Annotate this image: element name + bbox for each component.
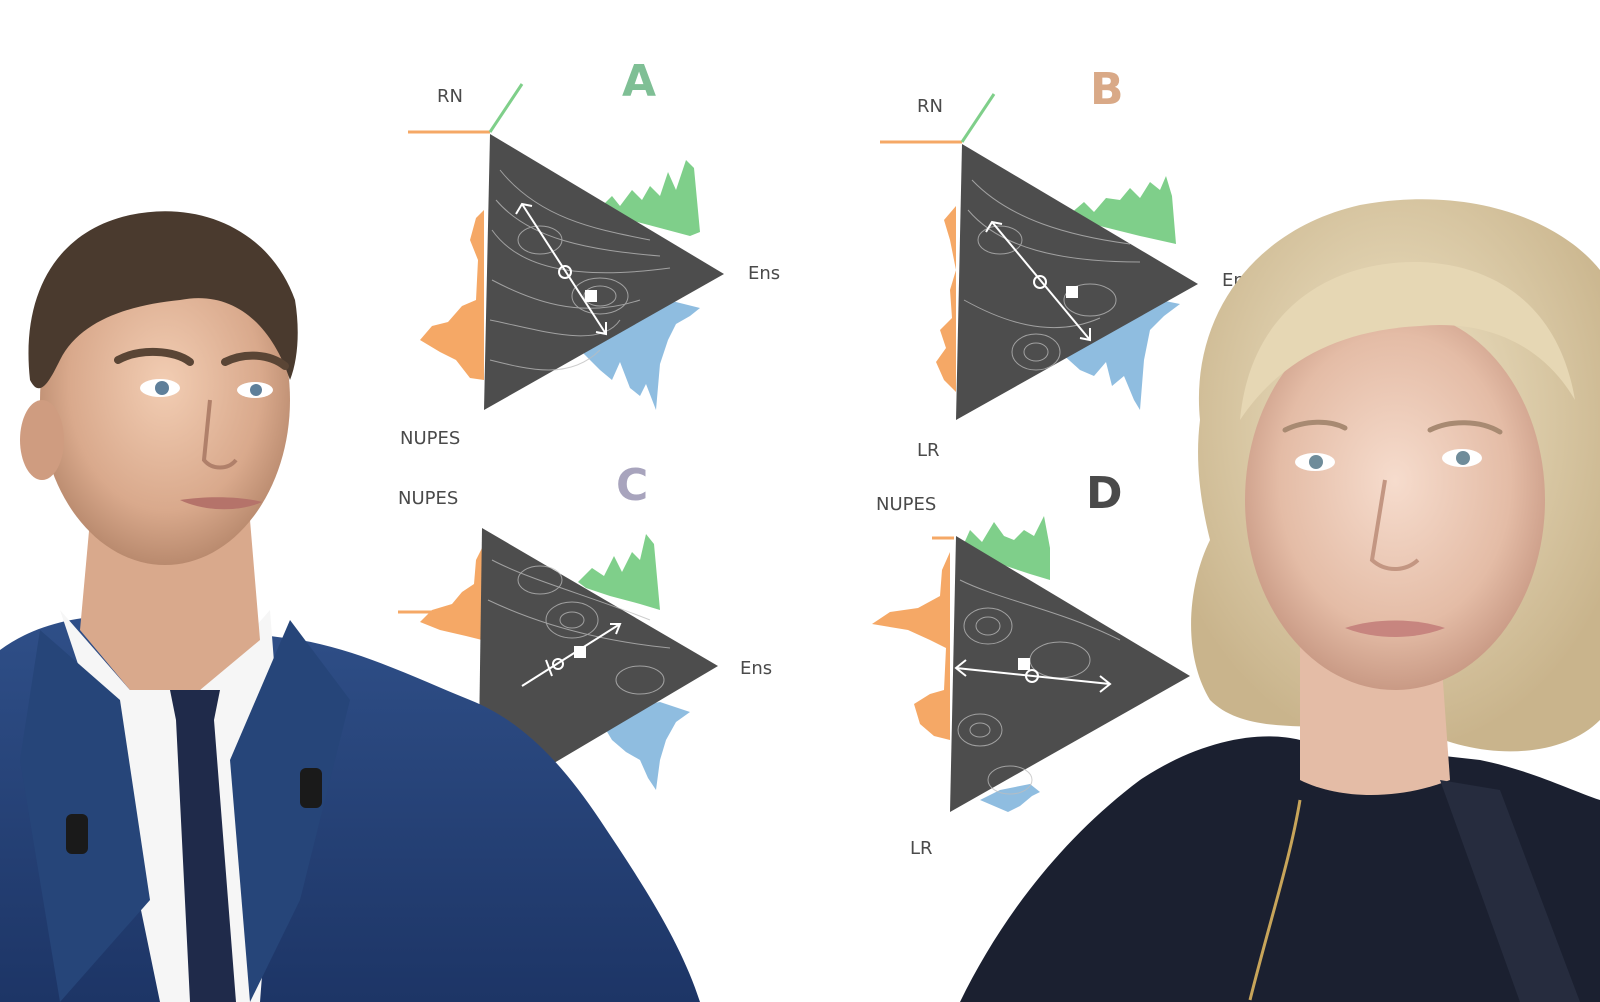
portrait-left-neck [80,520,260,690]
panel-a-contours [489,169,671,371]
panel-d-green-histogram [962,516,1050,580]
portrait-left-mic-right [300,768,322,808]
panel-d: D NUPES LR [872,468,1190,859]
panel-c-letter: C [616,460,648,511]
panel-d-contours [957,579,1121,795]
panel-c-green-histogram [578,534,660,610]
portrait-left [0,211,700,1002]
panel-b-arrow [985,220,1091,342]
portrait-right-nose [1369,479,1420,571]
panel-d-arrow [954,659,1112,693]
panel-d-triangle [950,536,1190,812]
panel-c: C NUPES Ens [398,460,772,808]
portrait-right-fringe [1240,261,1575,420]
panel-d-marker [1018,658,1030,670]
panel-b-blue-histogram [1060,296,1180,410]
portrait-left-iris-left [155,381,169,395]
portrait-left-mouth [180,497,262,510]
panel-c-arrow [521,623,622,687]
portrait-right-iris-left [1309,455,1323,469]
panel-b-marker [1066,286,1078,298]
portrait-right-face [1245,310,1545,690]
portrait-left-ear [20,400,64,480]
panel-c-marker [574,646,586,658]
panel-b-label-bottom: LR [917,440,940,461]
portrait-right-brow-right [1427,420,1503,435]
portrait-left-tie [170,690,236,1002]
panel-d-blue-histogram [980,784,1040,812]
panel-a-orange-histogram [420,210,484,380]
portrait-right-mouth [1345,620,1445,637]
portrait-right-iris-right [1456,451,1470,465]
panel-c-contours [487,559,671,695]
portrait-right-jacket [960,736,1600,1002]
panel-a-label-top: RN [437,86,463,107]
panel-b-letter: B [1090,64,1124,115]
portrait-left-brow-left [114,347,194,366]
panel-c-blue-histogram [600,702,690,790]
panel-a-triangle [484,134,724,410]
portrait-right-necklace [1248,799,1302,1001]
portrait-left-nose [201,399,238,470]
panel-c-triangle [478,528,718,808]
panel-b: B RN LR Ens [880,64,1254,461]
panel-b-green-histogram [1070,176,1176,244]
portrait-left-brow-right [221,351,289,370]
portrait-right-brow-left [1282,419,1348,433]
portrait-left-mic-left [66,814,88,854]
panel-d-label-top: NUPES [876,494,936,515]
panel-d-orange-histogram [872,552,950,740]
panel-a-green-axis [488,83,524,133]
panel-b-green-axis [960,93,996,143]
panel-a-blue-histogram [580,298,700,410]
panel-b-triangle [956,144,1198,420]
panel-b-label-top: RN [917,96,943,117]
portrait-right [960,199,1600,1002]
panel-b-orange-histogram [936,206,956,392]
portrait-right-lapel [1440,780,1580,1002]
portrait-left-iris-right [250,384,262,396]
panel-d-label-bottom: LR [910,838,933,859]
panel-a-arrow [515,202,607,336]
portrait-left-lapel-right [230,620,350,1002]
panel-c-orange-histogram [420,548,482,640]
panel-a-label-right: Ens [748,263,780,284]
panel-d-letter: D [1086,468,1123,519]
panel-c-label-top: NUPES [398,488,458,509]
panel-c-label-right: Ens [740,658,772,679]
portrait-left-hair [28,211,298,389]
panel-a-label-bottom: NUPES [400,428,460,449]
panel-a-marker [585,290,597,302]
panel-b-contours [963,179,1141,371]
panel-a: A RN NUPES Ens [400,56,780,449]
panel-a-letter: A [622,56,656,107]
